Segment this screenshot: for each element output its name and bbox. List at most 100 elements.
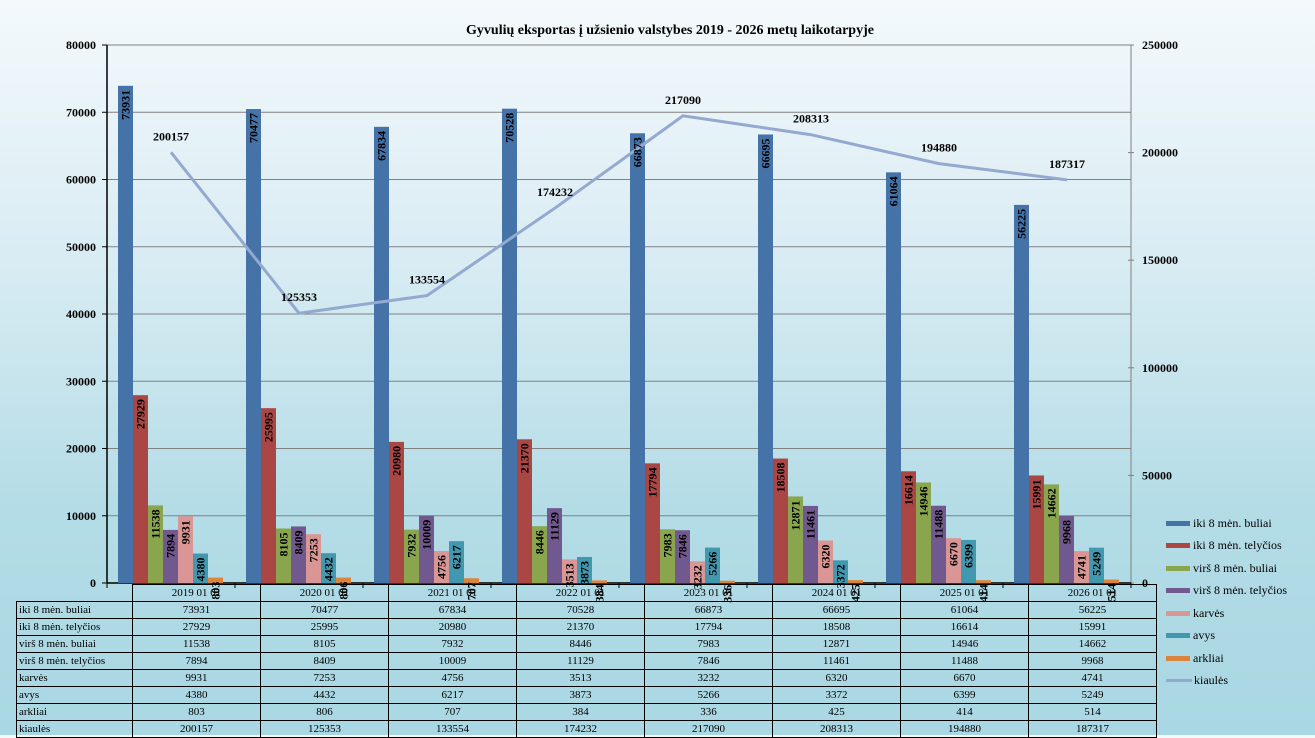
- bar: [946, 538, 961, 583]
- y2-tick-label: 50000: [1142, 468, 1172, 482]
- y-tick-label: 10000: [66, 509, 96, 523]
- table-cell: 336: [644, 703, 773, 721]
- bar-data-label: 18508: [774, 463, 788, 493]
- bar: [1089, 547, 1104, 583]
- y-tick-label: 40000: [66, 307, 96, 321]
- table-column-header: 2021 01 01: [388, 584, 517, 602]
- bar: [675, 530, 690, 583]
- bar-data-label: 6399: [962, 544, 976, 568]
- bar: [803, 505, 818, 583]
- table-cell: 5266: [644, 686, 773, 704]
- bar: [818, 540, 833, 583]
- table-column-header: 2025 01 01: [900, 584, 1029, 602]
- bar: [148, 505, 163, 583]
- table-row-header: iki 8 mėn. telyčios: [16, 618, 133, 636]
- bar-data-label: 3372: [834, 564, 848, 588]
- bar-data-label: 17794: [646, 467, 660, 497]
- y2-tick-label: 200000: [1142, 146, 1178, 160]
- line-kiaules: [169, 114, 1068, 315]
- bar-data-label: 6217: [450, 545, 464, 569]
- bar-data-label: 3873: [578, 561, 592, 585]
- legend-swatch: [1166, 520, 1190, 526]
- legend-item: iki 8 mėn. buliai: [1166, 512, 1287, 535]
- table-cell: 7846: [644, 652, 773, 670]
- table-cell: 67834: [388, 601, 517, 619]
- table-header-row: 2019 01 01 2020 01 01 2021 01 01 2022 01 01…: [17, 584, 1157, 602]
- bar: [592, 580, 607, 583]
- bar-data-label: 5249: [1090, 552, 1104, 576]
- table-cell: 12871: [772, 635, 901, 653]
- table-cell: 16614: [900, 618, 1029, 636]
- bar-data-label: 11488: [932, 510, 946, 539]
- table-row-header: arkliai: [16, 703, 133, 721]
- table-cell: 14662: [1028, 635, 1157, 653]
- bar: [547, 508, 562, 583]
- table-cell: 803: [132, 703, 261, 721]
- table-cell: 6670: [900, 669, 1029, 687]
- bar-data-label: 15991: [1030, 479, 1044, 509]
- bar: [1029, 475, 1044, 583]
- data-table: 2019 01 01 2020 01 01 2021 01 01 2022 01 01…: [16, 584, 1157, 738]
- bar-data-label: 66873: [631, 137, 645, 167]
- bar: [833, 560, 848, 583]
- bar-data-label: 11538: [149, 509, 163, 538]
- table-cell: 15991: [1028, 618, 1157, 636]
- bar: [163, 529, 178, 583]
- bar: [1104, 579, 1119, 583]
- bar: [419, 515, 434, 583]
- bar-data-label: 73931: [119, 90, 133, 120]
- line-data-label: 133554: [409, 273, 445, 287]
- table-cell: 5249: [1028, 686, 1157, 704]
- table-column-header: 2020 01 01: [260, 584, 389, 602]
- line-data-label: 208313: [793, 112, 829, 126]
- table-cell: 7894: [132, 652, 261, 670]
- bar: [660, 529, 675, 583]
- bar: [321, 553, 336, 583]
- bar: [630, 133, 645, 584]
- line-data-label: 125353: [281, 290, 317, 304]
- table-row: virš 8 mėn. telyčios 7894 8409 10009 11129 78…: [16, 652, 1157, 670]
- bar-data-label: 7983: [661, 533, 675, 557]
- bar-data-label: 70528: [503, 113, 517, 143]
- table-row: arkliai 803 806 707 384 336 425 414 514: [16, 703, 1157, 721]
- line-series: [169, 114, 1068, 315]
- bar-data-label: 4432: [322, 557, 336, 581]
- legend-label: avys: [1193, 628, 1215, 643]
- bar: [449, 541, 464, 583]
- bar: [690, 561, 705, 583]
- bar-data-label: 10009: [420, 520, 434, 550]
- table-cell: 3372: [772, 686, 901, 704]
- bar-data-label: 8446: [533, 530, 547, 554]
- line-data-label: 217090: [665, 93, 701, 107]
- table-cell: 133554: [388, 720, 517, 738]
- bar-data-label: 11461: [804, 510, 818, 539]
- y-tick-label: 20000: [66, 442, 96, 456]
- bar: [886, 172, 901, 583]
- bar-data-label: 6670: [947, 542, 961, 566]
- table-cell: 8409: [260, 652, 389, 670]
- bar: [502, 108, 517, 583]
- legend-item: arkliai: [1166, 647, 1287, 670]
- legend-swatch: [1166, 543, 1190, 549]
- bar: [562, 559, 577, 583]
- table-cell: 414: [900, 703, 1029, 721]
- bar: [208, 577, 223, 583]
- legend-label: iki 8 mėn. telyčios: [1193, 538, 1282, 553]
- bar-data-label: 5266: [706, 552, 720, 576]
- table-column-header: 2022 01 01: [516, 584, 645, 602]
- table-cell: 66695: [772, 601, 901, 619]
- legend-swatch: [1166, 655, 1190, 661]
- bar-data-label: 25995: [262, 412, 276, 442]
- gridlines: [107, 44, 1131, 517]
- table-row: iki 8 mėn. telyčios 27929 25995 20980 21370 1…: [16, 618, 1157, 636]
- table-cell: 25995: [260, 618, 389, 636]
- bar-data-label: 9968: [1060, 520, 1074, 544]
- bar: [306, 534, 321, 583]
- table-cell: 8446: [516, 635, 645, 653]
- y-tick-label: 70000: [66, 105, 96, 119]
- table-cell: 21370: [516, 618, 645, 636]
- table-cell: 11129: [516, 652, 645, 670]
- bar: [276, 528, 291, 583]
- table-cell: 27929: [132, 618, 261, 636]
- table-cell: 384: [516, 703, 645, 721]
